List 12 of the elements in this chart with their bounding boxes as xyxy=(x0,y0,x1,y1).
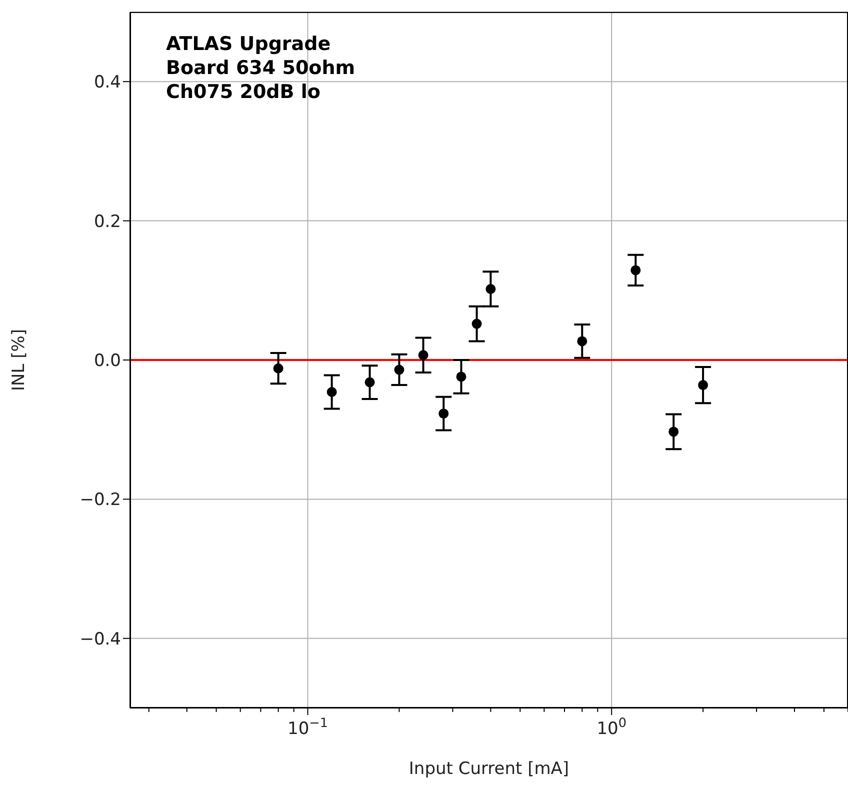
y-tick-label: 0.0 xyxy=(94,351,121,372)
y-tick-label: −0.4 xyxy=(80,629,121,650)
y-tick-label: −0.2 xyxy=(80,490,121,510)
y-tick-label: 0.4 xyxy=(94,72,121,93)
annotation: ATLAS Upgrade xyxy=(166,32,332,56)
y-axis-title: INL [%] xyxy=(9,328,30,392)
annotation: Ch075 20dB lo xyxy=(166,80,322,104)
x-tick-label: 10$^{−1}$ xyxy=(288,716,328,739)
annotation: Board 634 50ohm xyxy=(166,56,356,80)
x-tick-label: 10$^{0}$ xyxy=(596,716,626,739)
y-tick-label: 0.2 xyxy=(94,212,121,232)
x-axis-title: Input Current [mA] xyxy=(408,759,570,779)
